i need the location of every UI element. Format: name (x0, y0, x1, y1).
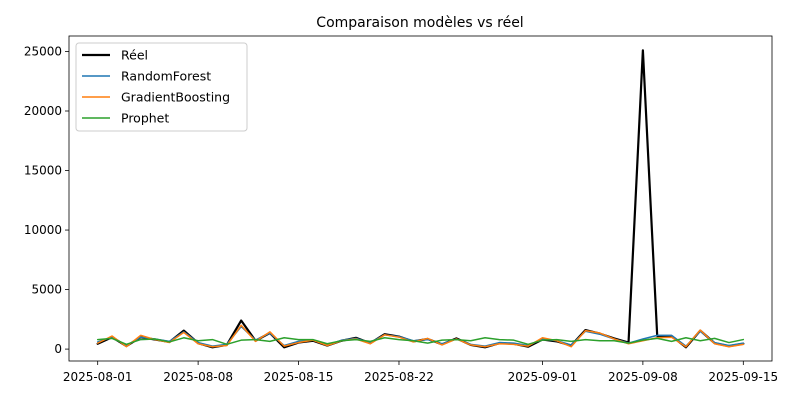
y-tick-label: 25000 (24, 44, 62, 58)
y-tick-label: 0 (54, 342, 62, 356)
x-tick-label: 2025-08-15 (264, 370, 334, 384)
y-tick-label: 10000 (24, 223, 62, 237)
y-tick-label: 5000 (31, 283, 62, 297)
x-tick-label: 2025-09-08 (608, 370, 678, 384)
series-layer (96, 49, 745, 349)
x-tick-label: 2025-08-22 (364, 370, 434, 384)
x-tick-label: 2025-09-15 (708, 370, 778, 384)
x-tick-label: 2025-08-08 (163, 370, 233, 384)
legend-label: GradientBoosting (121, 90, 230, 105)
legend-label: Prophet (121, 111, 169, 126)
legend-label: RandomForest (121, 69, 211, 84)
axes-layer: 0 5000 10000 15000 20000 25000 2025-08-01 2025-… (24, 35, 778, 384)
x-tick-label: 2025-09-01 (508, 370, 578, 384)
plot-frame (68, 35, 773, 362)
series-line-prophet (96, 337, 745, 346)
x-tick-label: 2025-08-01 (63, 370, 133, 384)
chart-title: Comparaison modèles vs réel (316, 15, 523, 31)
legend-label: Réel (121, 48, 148, 63)
legend: Réel RandomForest GradientBoosting Prophet (75, 42, 248, 132)
y-tick-label: 15000 (24, 164, 62, 178)
legend-box (75, 42, 248, 132)
y-tick-label: 20000 (24, 104, 62, 118)
